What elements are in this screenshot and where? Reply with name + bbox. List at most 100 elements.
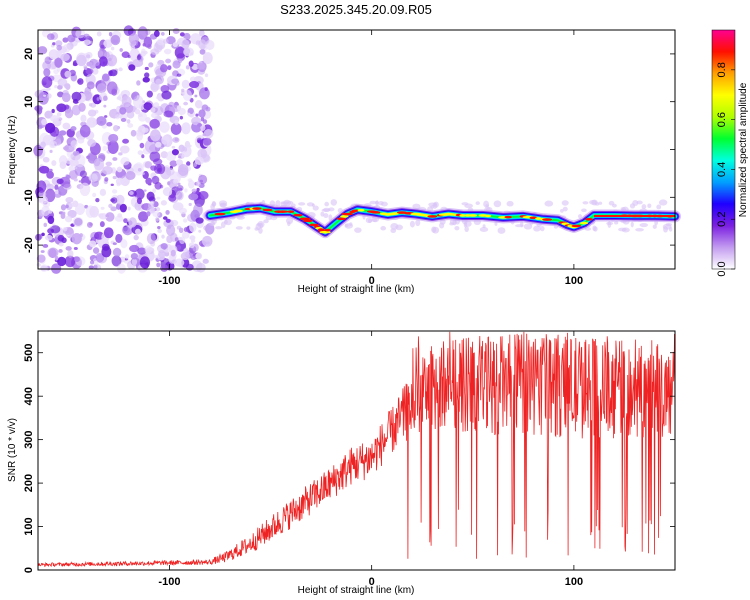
spectrogram-peak-blob	[504, 215, 512, 219]
spectrogram-noise-blob	[41, 118, 47, 126]
spectrogram-halo-blob	[665, 222, 672, 227]
spectrogram-halo-blob	[409, 220, 415, 228]
spectrogram-noise-blob	[194, 94, 198, 98]
spectrogram-noise-blob	[174, 137, 179, 142]
spectrogram-noise-blob	[139, 256, 151, 269]
spectrogram-noise-blob	[62, 44, 71, 53]
spectrogram-xtick-label: 0	[369, 275, 375, 287]
spectrogram-halo-blob	[344, 223, 349, 227]
spectrogram-noise-blob	[42, 156, 50, 163]
spectrogram-noise-blob	[148, 196, 156, 203]
spectrogram-noise-blob	[127, 123, 134, 128]
spectrogram-noise-blob	[54, 84, 58, 89]
snr-ytick-label: 0	[23, 567, 35, 573]
spectrogram-noise-blob	[189, 76, 197, 83]
spectrogram-noise-blob	[38, 165, 50, 174]
spectrogram-noise-blob	[83, 66, 88, 71]
spectrogram-noise-blob	[47, 183, 51, 187]
spectrogram-noise-blob	[88, 240, 97, 248]
spectrogram-peak-blob	[351, 209, 359, 213]
spectrogram-noise-blob	[187, 112, 191, 116]
spectrogram-noise-blob	[73, 247, 78, 251]
spectrogram-noise-blob	[93, 157, 105, 171]
spectrogram-noise-blob	[142, 76, 150, 83]
spectrogram-noise-blob	[68, 165, 75, 172]
snr-series-line	[37, 331, 676, 568]
spectrogram-noise-blob	[155, 141, 162, 148]
spectrogram-noise-blob	[157, 226, 161, 230]
spectrogram-noise-blob	[158, 249, 166, 259]
spectrogram-noise-blob	[65, 174, 71, 180]
spectrogram-noise-blob	[72, 216, 84, 228]
spectrogram-noise-blob	[88, 265, 94, 270]
spectrogram-noise-blob	[202, 119, 208, 124]
spectrogram-noise-blob	[188, 180, 195, 189]
spectrogram-noise-blob	[98, 213, 104, 218]
spectrogram-halo-blob	[246, 226, 251, 230]
spectrogram-ylabel: Frequency (Hz)	[7, 116, 18, 185]
spectrogram-noise-blob	[156, 262, 161, 268]
colorbar-tick-label: 0.4	[716, 162, 728, 177]
spectrogram-noise-blob	[74, 256, 80, 262]
spectrogram-noise-blob	[201, 235, 213, 247]
spectrogram-noise-blob	[174, 237, 179, 242]
spectrogram-noise-blob	[75, 203, 86, 215]
spectrogram-halo-blob	[255, 223, 262, 231]
spectrogram-noise-blob	[144, 66, 149, 71]
spectrogram-noise-blob	[155, 207, 161, 212]
spectrogram-noise-blob	[86, 54, 91, 59]
spectrogram-noise-blob	[139, 142, 145, 149]
spectrogram-noise-blob	[49, 168, 53, 173]
spectrogram-noise-blob	[193, 203, 203, 217]
spectrogram-noise-blob	[203, 225, 210, 231]
snr-ticks: -100 0 100 0 100 200 300 400 500	[23, 331, 675, 588]
spectrogram-halo-blob	[608, 200, 615, 206]
spectrogram-halo-blob	[639, 222, 649, 228]
spectrogram-noise-blob	[120, 117, 127, 123]
spectrogram-noise-blob	[62, 181, 71, 189]
spectrogram-ytick-label: 20	[23, 48, 35, 60]
spectrogram-noise-blob	[60, 204, 67, 211]
spectrogram-noise-blob	[179, 236, 186, 245]
spectrogram-noise-blob	[40, 250, 45, 253]
spectrogram-halo-blob	[454, 225, 460, 231]
spectrogram-noise-blob	[71, 91, 82, 102]
spectrogram-noise-blob	[77, 78, 84, 85]
spectrogram-halo-blob	[324, 201, 330, 207]
spectrogram-peak-blob	[459, 214, 466, 217]
spectrogram-noise-blob	[172, 202, 184, 211]
spectrogram-noise-blob	[113, 124, 119, 132]
spectrogram-halo-blob	[323, 213, 329, 219]
spectrogram-noise-blob	[120, 156, 130, 166]
spectrogram-noise-blob	[188, 60, 194, 67]
spectrogram-noise-blob	[182, 89, 193, 101]
spectrogram-peak-blob	[584, 217, 594, 221]
spectrogram-noise-blob	[56, 112, 62, 117]
spectrogram-noise-blob	[104, 177, 109, 182]
spectrogram-noise-blob	[58, 242, 64, 247]
spectrogram-noise-blob	[67, 249, 74, 258]
spectrogram-noise-blob	[151, 112, 158, 119]
spectrogram-noise-blob	[51, 160, 57, 166]
spectrogram-noise-blob	[83, 39, 91, 46]
spectrogram-noise-blob	[149, 200, 155, 205]
spectrogram-peak-blob	[287, 210, 295, 213]
spectrogram-peak-blob	[214, 212, 226, 216]
spectrogram-noise-blob	[178, 144, 185, 152]
spectrogram-noise-blob	[162, 216, 168, 220]
spectrogram-noise-blob	[172, 178, 178, 184]
spectrogram-halo-blob	[539, 226, 545, 232]
spectrogram-noise-blob	[37, 46, 48, 55]
colorbar-tick-label: 0.6	[716, 112, 728, 127]
spectrogram-noise-blob	[103, 227, 114, 239]
spectrogram-noise-blob	[117, 213, 123, 218]
spectrogram-noise-blob	[46, 93, 52, 99]
spectrogram-noise-blob	[43, 68, 51, 77]
spectrogram-halo-blob	[312, 205, 319, 211]
spectrogram-noise-blob	[190, 255, 197, 260]
spectrogram-noise-blob	[200, 124, 206, 131]
spectrogram-noise-blob	[138, 211, 149, 222]
spectrogram-noise-blob	[119, 145, 130, 154]
spectrogram-noise-blob	[181, 88, 185, 93]
spectrogram-noise-blob	[183, 248, 188, 252]
